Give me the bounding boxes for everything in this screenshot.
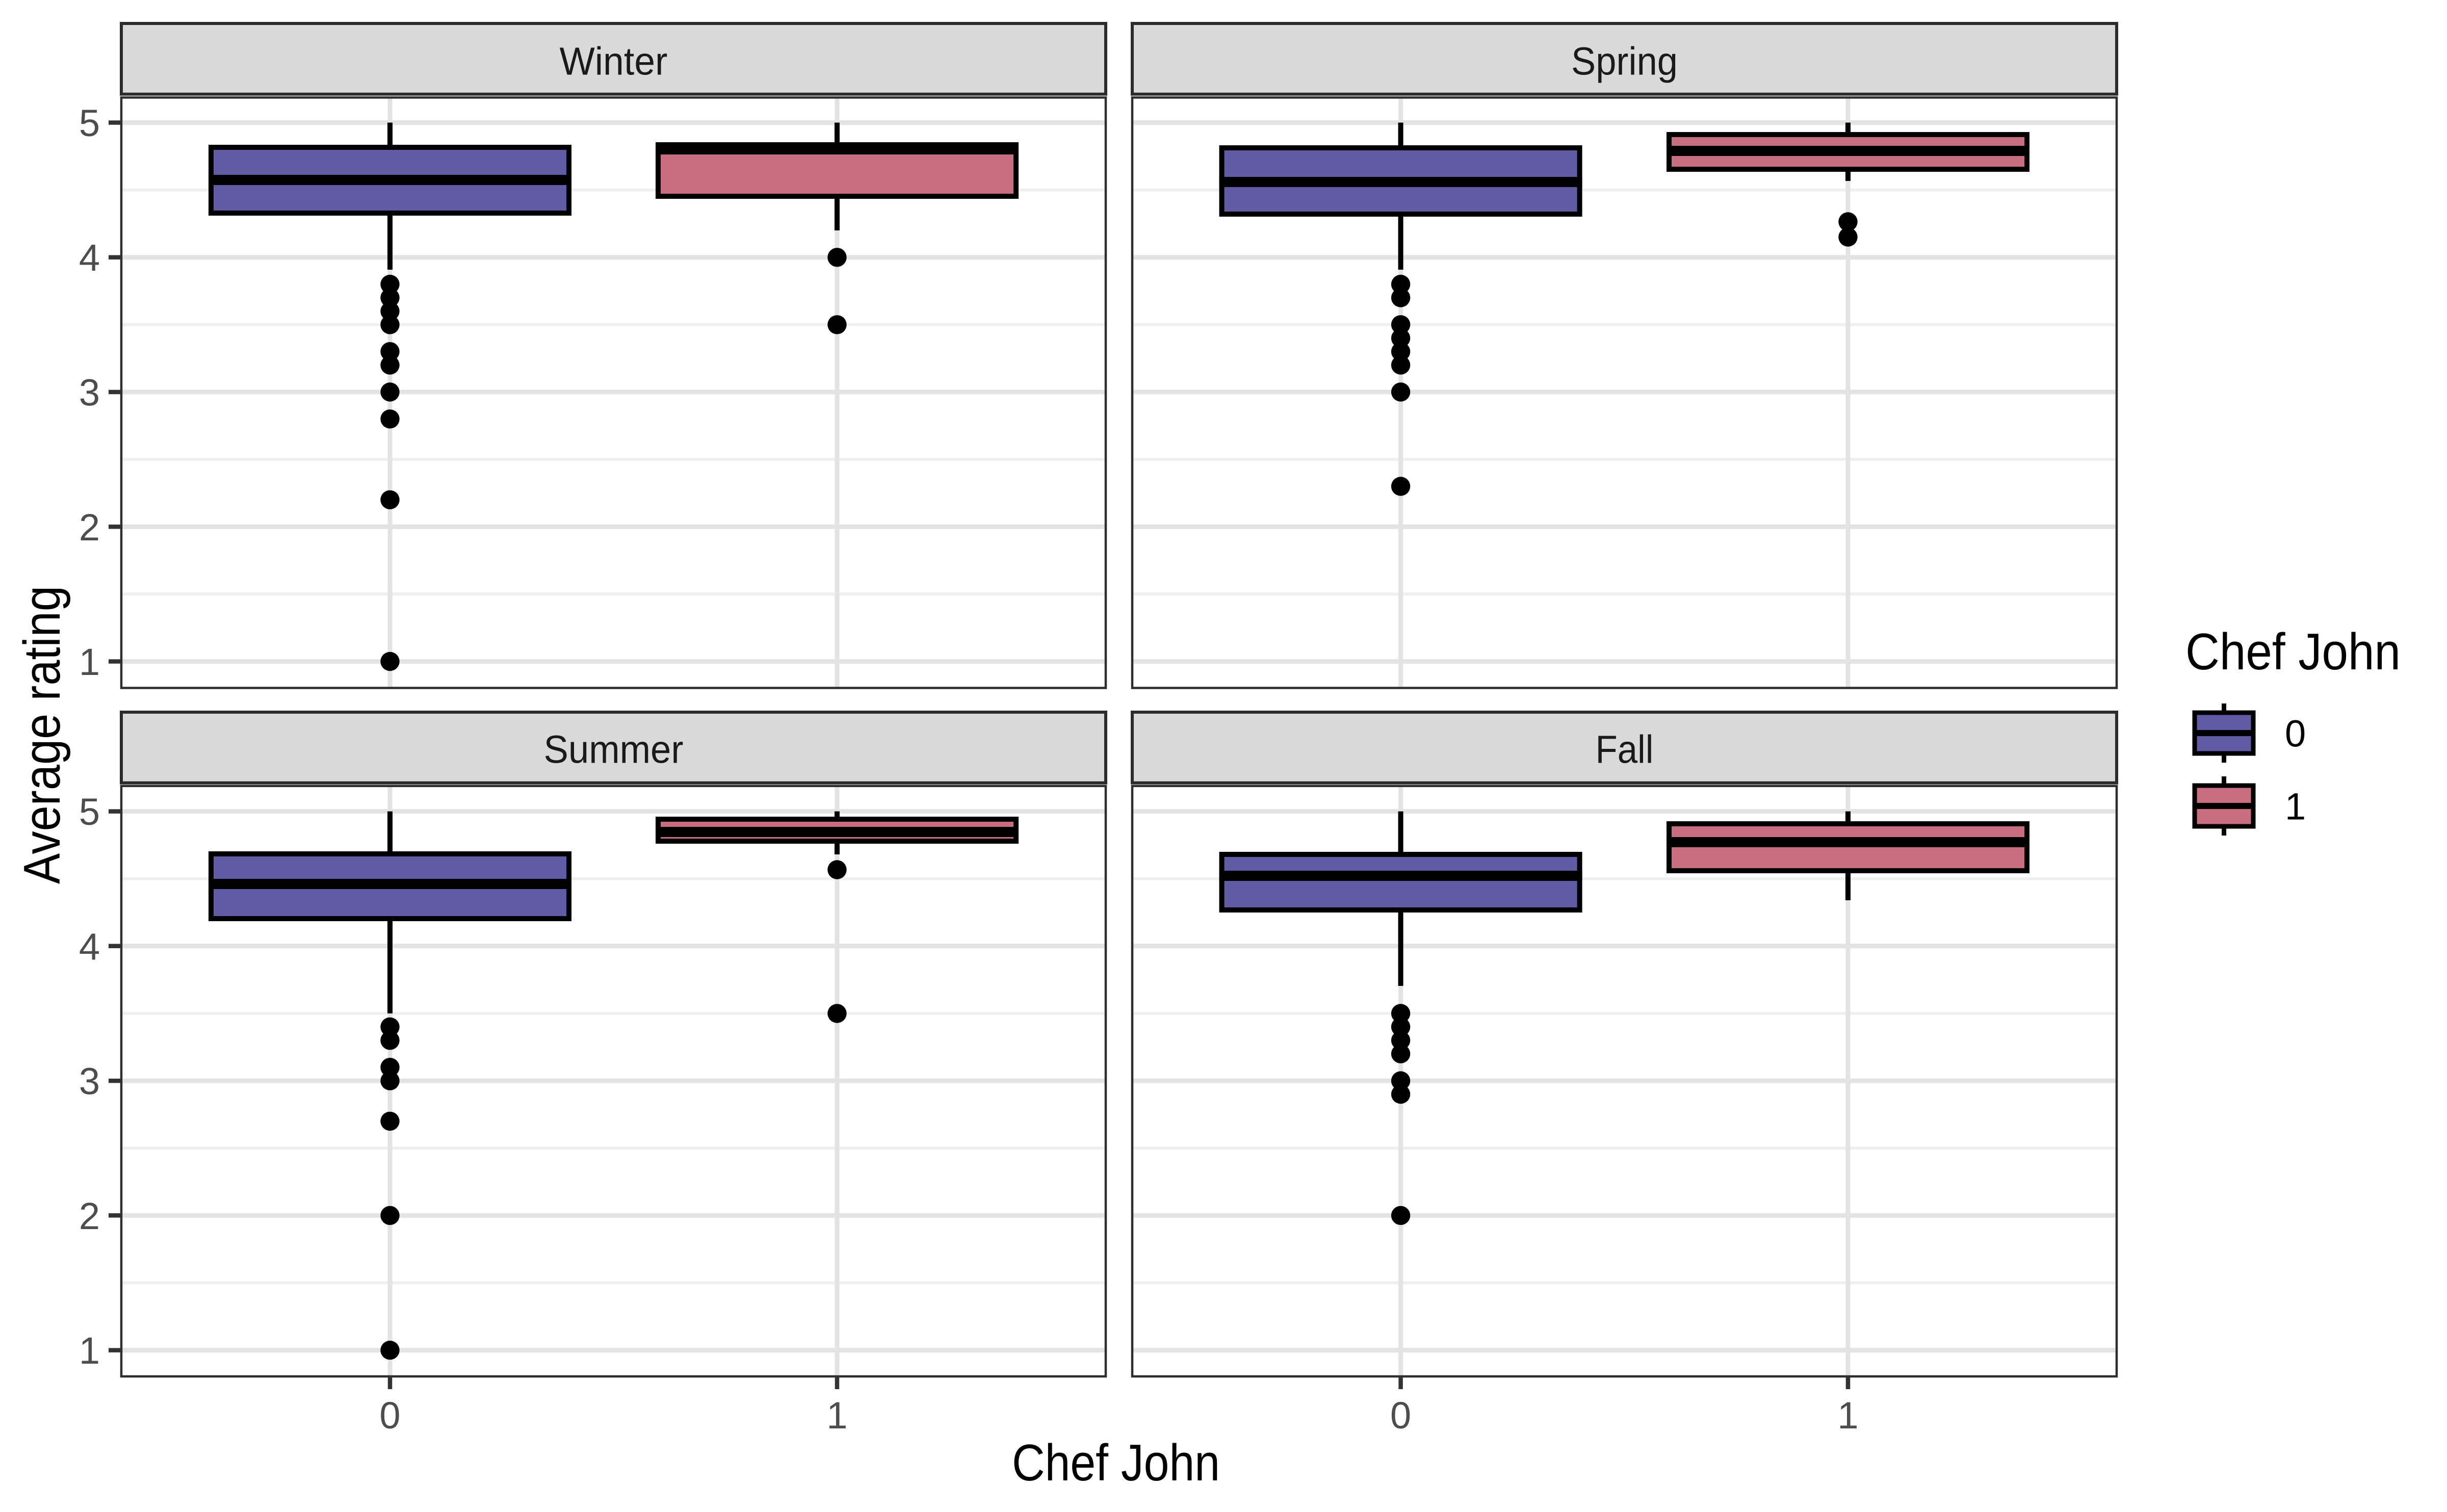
svg-text:1: 1 [826,1394,847,1437]
svg-text:1: 1 [79,641,100,683]
svg-text:0: 0 [1390,1394,1411,1437]
svg-text:5: 5 [79,102,100,144]
svg-text:1: 1 [1837,1394,1858,1437]
svg-text:0: 0 [2285,713,2306,755]
svg-text:Winter: Winter [560,39,668,83]
svg-text:5: 5 [79,791,100,833]
svg-text:1: 1 [2285,786,2306,828]
svg-text:4: 4 [79,925,100,968]
svg-text:Fall: Fall [1596,728,1654,772]
svg-text:3: 3 [79,1060,100,1103]
svg-text:1: 1 [79,1329,100,1372]
svg-text:2: 2 [79,506,100,549]
svg-text:Chef John: Chef John [1012,1435,1220,1492]
svg-text:3: 3 [79,372,100,414]
svg-text:Spring: Spring [1571,39,1678,83]
svg-text:Summer: Summer [544,728,684,772]
svg-text:2: 2 [79,1195,100,1237]
svg-text:Average rating: Average rating [14,586,71,884]
svg-text:Chef John: Chef John [2185,623,2401,681]
svg-text:0: 0 [379,1394,400,1437]
svg-text:4: 4 [79,237,100,279]
